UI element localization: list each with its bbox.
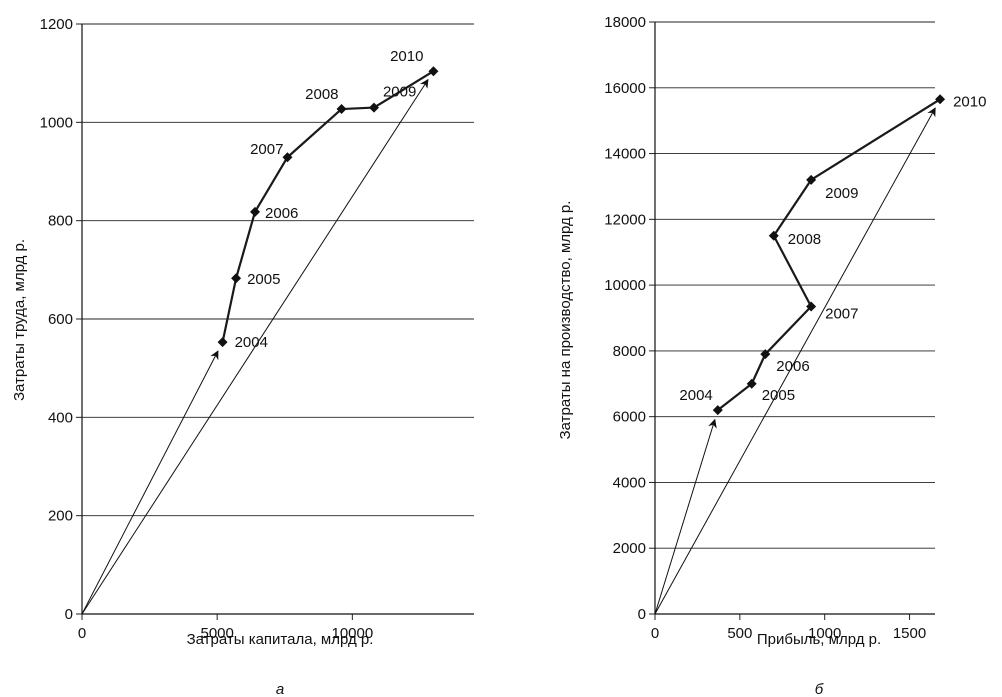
y-tick-label: 0 (638, 606, 646, 623)
panel-b-series (712, 94, 946, 416)
y-tick-label: 0 (65, 606, 73, 623)
data-point-2008 (336, 104, 347, 115)
y-tick-label: 18000 (604, 14, 646, 31)
x-tick-label: 5000 (200, 625, 233, 642)
panel-a-origin-vectors (81, 78, 429, 615)
panel-b-origin-vectors (654, 107, 936, 615)
data-label-2005: 2005 (762, 387, 795, 404)
y-tick-label: 600 (48, 311, 73, 328)
data-point-2004 (712, 405, 723, 416)
data-label-2007: 2007 (250, 141, 283, 158)
data-point-2005 (746, 378, 757, 389)
data-label-2010: 2010 (390, 48, 423, 65)
data-point-2007 (282, 152, 293, 163)
y-tick-label: 400 (48, 409, 73, 426)
data-label-2009: 2009 (383, 84, 416, 101)
data-point-2005 (231, 273, 242, 284)
origin-vector-2010 (81, 78, 429, 615)
panel-b-tick-labels: 0200040006000800010000120001400016000180… (604, 14, 935, 642)
data-label-2007: 2007 (825, 305, 858, 322)
y-tick-label: 14000 (604, 146, 646, 163)
data-label-2008: 2008 (305, 86, 338, 103)
y-tick-label: 12000 (604, 211, 646, 228)
panel-a-series (217, 66, 439, 348)
panel-a-gridlines (82, 23, 474, 517)
data-point-2006 (760, 349, 771, 360)
origin-vector-2004 (654, 418, 717, 615)
panel-b-letter: б (815, 681, 824, 697)
y-tick-label: 1200 (40, 16, 73, 33)
data-point-2004 (217, 337, 228, 348)
x-tick-label: 1500 (893, 625, 926, 642)
data-label-2005: 2005 (247, 271, 280, 288)
data-label-2004: 2004 (235, 334, 268, 351)
y-tick-label: 800 (48, 213, 73, 230)
data-point-2010 (428, 66, 439, 77)
data-point-2009 (806, 174, 817, 185)
data-label-2004: 2004 (679, 387, 712, 404)
panel-a-x-axis-title: Затраты капитала, млрд р. (187, 631, 374, 648)
y-tick-label: 4000 (613, 474, 646, 491)
data-label-2006: 2006 (265, 205, 298, 222)
data-point-2008 (768, 230, 779, 241)
panel-a-chart: 0 200 400 600 800 1000 1200 0 5000 10000 2004 2005… (11, 16, 474, 697)
origin-vector-2004 (81, 350, 219, 615)
panel-a-y-axis-title: Затраты труда, млрд р. (11, 239, 28, 401)
y-tick-label: 200 (48, 508, 73, 525)
data-label-2008: 2008 (788, 231, 821, 248)
data-point-2010 (935, 94, 946, 105)
panel-b-y-axis-title: Затраты на производство, млрд р. (557, 201, 574, 440)
origin-vector-2010 (654, 107, 936, 615)
series-line (717, 98, 941, 411)
panel-b-x-axis-title: Прибыль, млрд р. (757, 631, 881, 648)
series-line (221, 70, 435, 343)
x-tick-label: 10000 (331, 625, 373, 642)
panel-b-chart: 0200040006000800010000120001400016000180… (557, 14, 986, 697)
y-tick-label: 6000 (613, 409, 646, 426)
data-label-2009: 2009 (825, 185, 858, 202)
x-tick-label: 1000 (808, 625, 841, 642)
y-tick-label: 16000 (604, 80, 646, 97)
x-tick-label: 500 (727, 625, 752, 642)
y-tick-label: 8000 (613, 343, 646, 360)
y-tick-label: 10000 (604, 277, 646, 294)
y-tick-label: 2000 (613, 540, 646, 557)
panel-b-gridlines (655, 21, 935, 549)
data-point-2006 (250, 206, 261, 217)
data-label-2006: 2006 (776, 358, 809, 375)
panel-a-letter: а (276, 681, 284, 697)
data-point-2009 (368, 102, 379, 113)
y-tick-label: 1000 (40, 114, 73, 131)
data-label-2010: 2010 (953, 93, 986, 110)
panel-a-point-labels: 2004 2005 2006 2007 2008 2009 2010 (235, 48, 424, 351)
panel-a-tick-labels: 0 200 400 600 800 1000 1200 0 5000 10000 (40, 16, 474, 642)
x-tick-label: 0 (651, 625, 659, 642)
panel-b-point-labels: 2004 2005 2006 2007 2008 2009 2010 (679, 93, 986, 404)
x-tick-label: 0 (78, 625, 86, 642)
data-point-2007 (806, 301, 817, 312)
